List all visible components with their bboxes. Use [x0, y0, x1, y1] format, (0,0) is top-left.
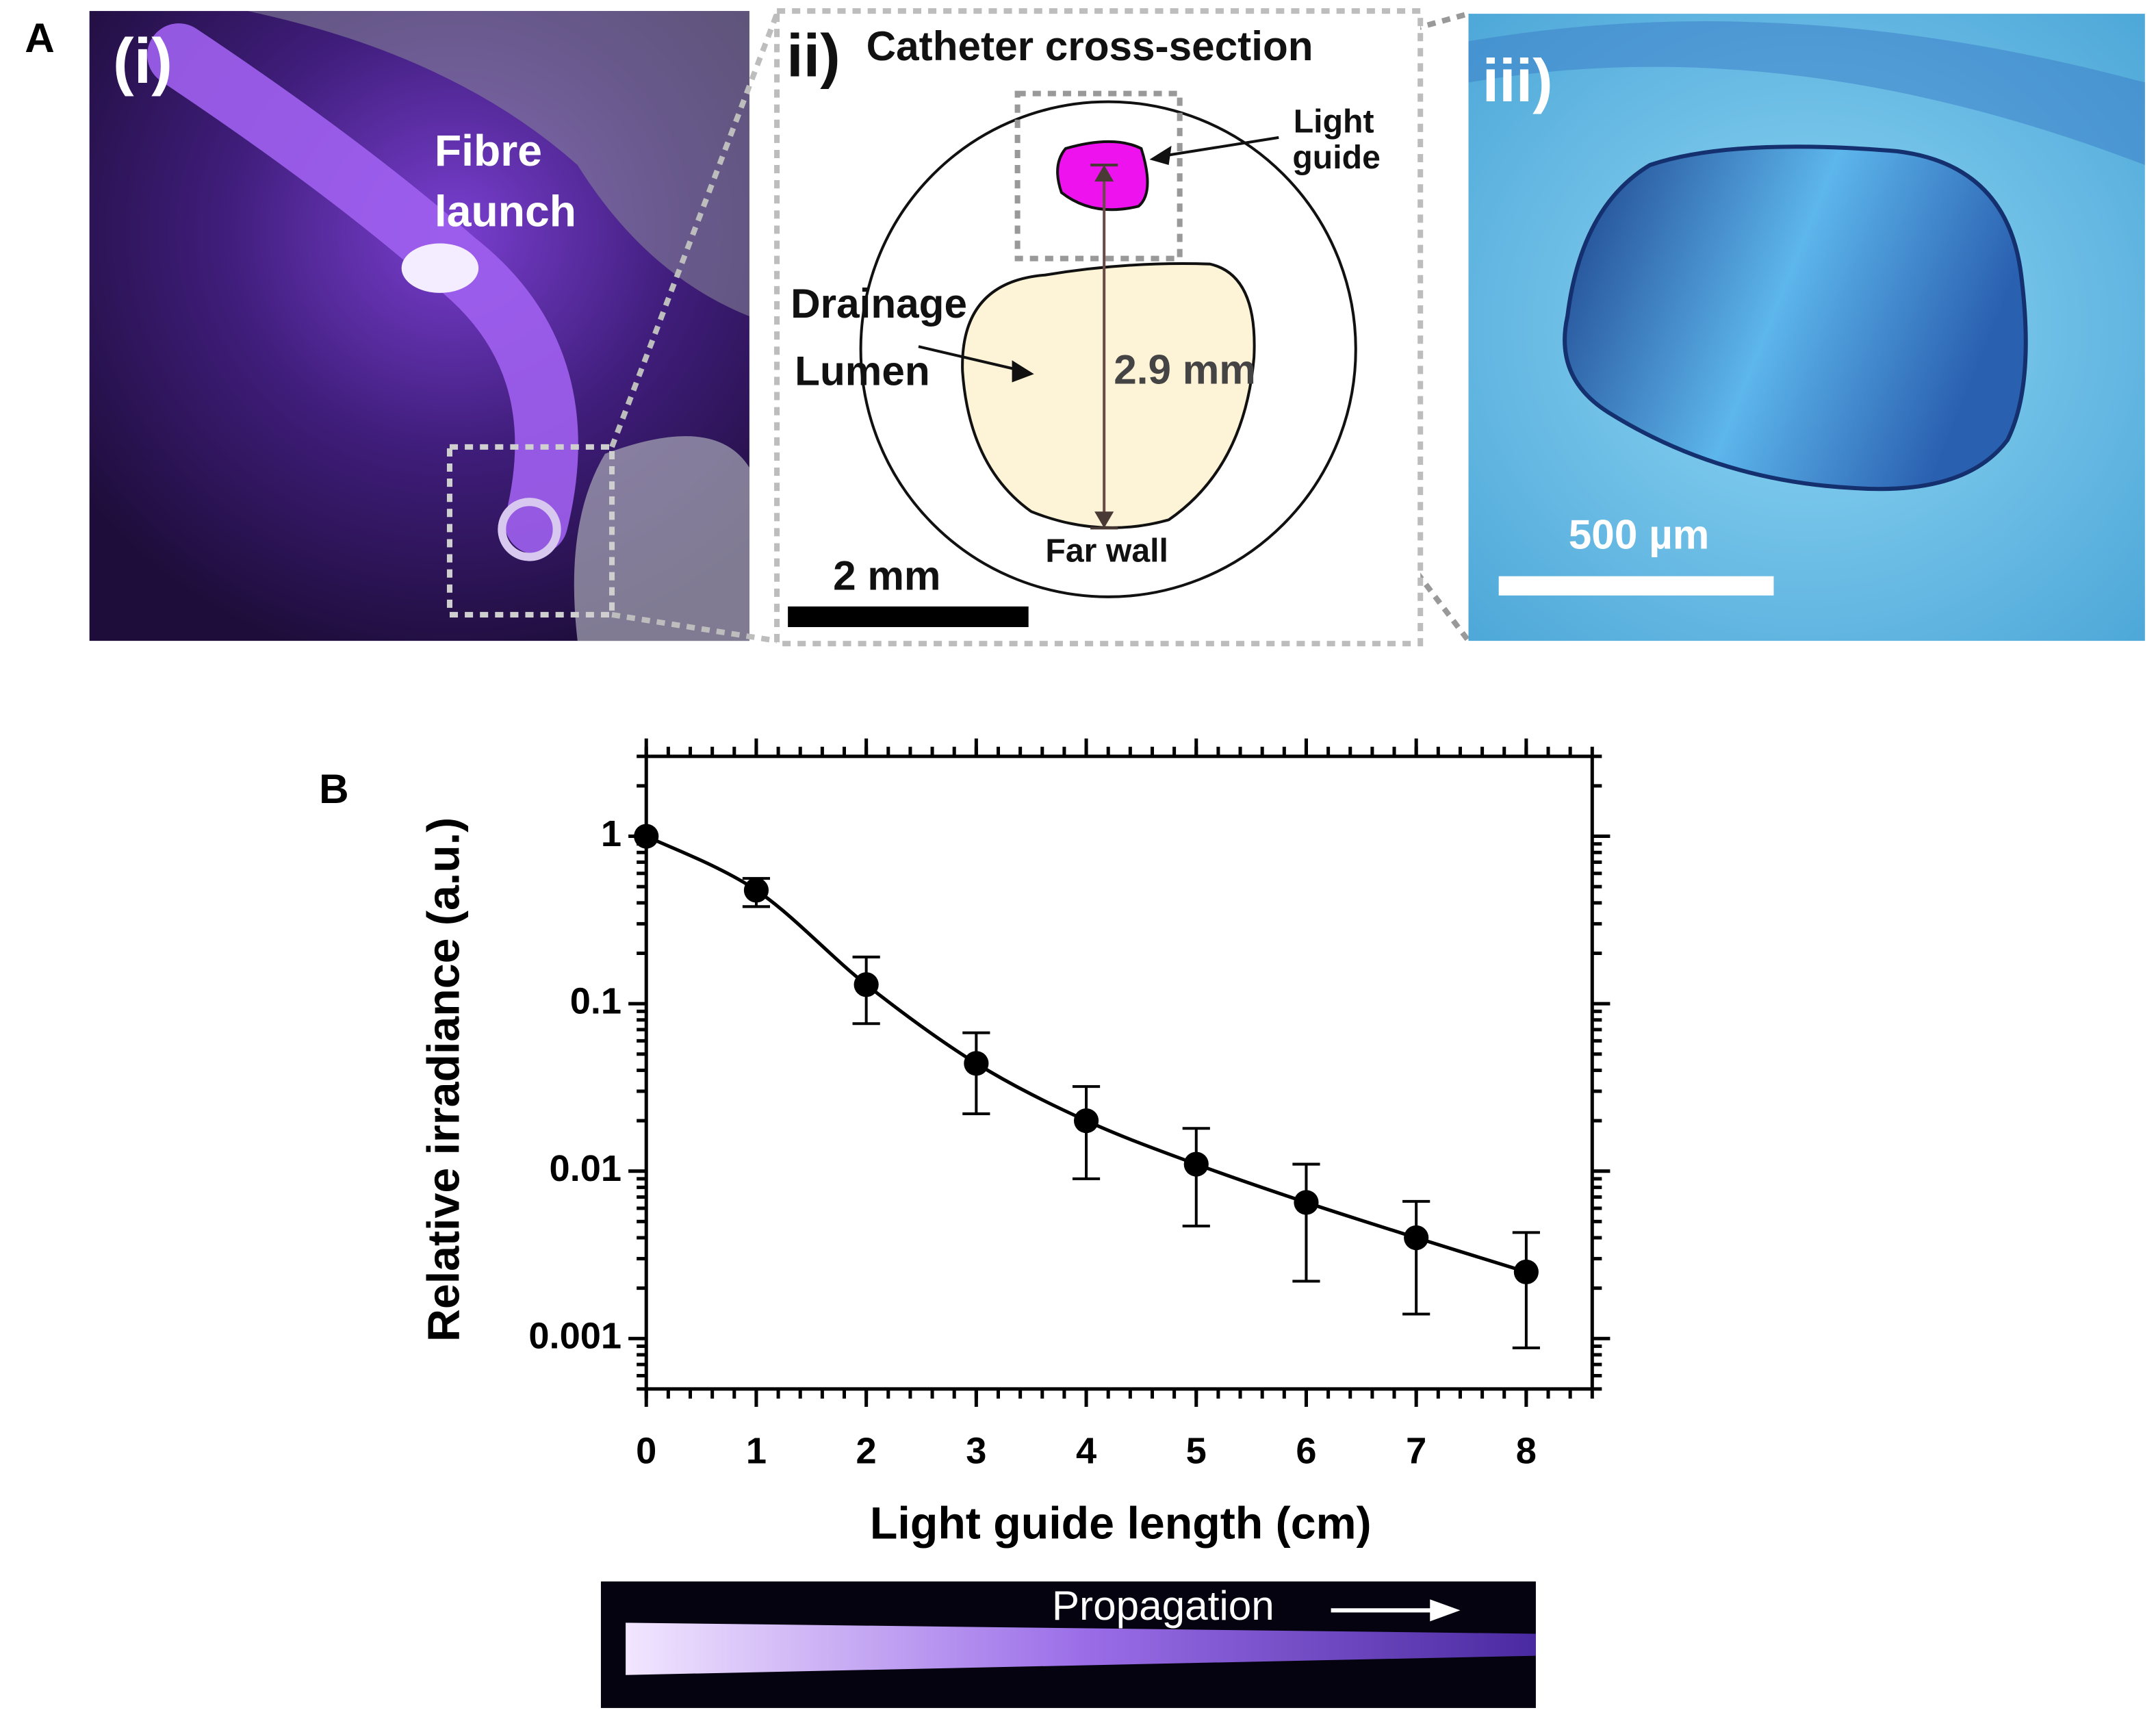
- arrow-head: [1430, 1599, 1461, 1622]
- diagram-ii: ii) Catheter cross-section Light guide D…: [774, 8, 1424, 647]
- x-tick-label: 5: [1186, 1431, 1207, 1472]
- data-point: [634, 824, 659, 849]
- scale-bar-label: 2 mm: [833, 552, 940, 599]
- panel-label: iii): [1483, 47, 1553, 114]
- photo-i: (i) Fibre launch: [89, 11, 749, 641]
- x-tick-label: 3: [966, 1431, 986, 1472]
- annotation: Lumen: [795, 347, 929, 394]
- x-axis-title: Light guide length (cm): [870, 1498, 1372, 1549]
- scale-bar-label: 500 µm: [1569, 511, 1710, 557]
- y-tick-label: 0.001: [528, 1316, 621, 1357]
- y-tick-label: 1: [601, 813, 621, 854]
- data-point: [743, 878, 769, 903]
- annotation: Far wall: [1045, 532, 1168, 569]
- x-tick-label: 0: [636, 1431, 656, 1472]
- pointer-head: [1149, 145, 1172, 166]
- photo-iii: iii) 500 µm: [1468, 14, 2145, 641]
- data-point: [1404, 1225, 1429, 1251]
- zoom-box: [1014, 90, 1183, 262]
- fibre-glow: [401, 243, 479, 293]
- plot-frame: [644, 754, 1594, 1391]
- dimension-label: 2.9 mm: [1114, 346, 1256, 392]
- x-tick-label: 7: [1406, 1431, 1426, 1472]
- annotation: guide: [1292, 139, 1381, 176]
- data-point: [964, 1051, 989, 1076]
- annotation: Light: [1294, 103, 1374, 140]
- x-tick-label: 6: [1296, 1431, 1316, 1472]
- data-point: [1183, 1151, 1209, 1177]
- x-tick-label: 4: [1076, 1431, 1096, 1472]
- catheter-outline: [859, 100, 1357, 598]
- scale-bar: [1498, 576, 1774, 596]
- chart: 0 1 2 3 4 5 6 7 8 0.001 0.01 0.1 1 Light guide length…: [418, 738, 1610, 1549]
- y-axis-title: Relative irradiance (a.u.): [418, 817, 469, 1342]
- diagram-title: Catheter cross-section: [867, 23, 1313, 69]
- glove: [574, 436, 749, 641]
- wall: [1468, 21, 2145, 166]
- x-tick-label: 8: [1516, 1431, 1537, 1472]
- y-tick-label: 0.01: [550, 1148, 622, 1189]
- scale-bar: [788, 606, 1029, 628]
- data-point: [1513, 1259, 1539, 1285]
- data-point: [854, 972, 879, 997]
- pointer-head: [1012, 360, 1034, 383]
- annotation: launch: [435, 186, 576, 235]
- data-point: [1073, 1108, 1099, 1134]
- catheter-end: [498, 498, 561, 561]
- light-guide-glow: [626, 1622, 1536, 1675]
- panel-label: ii): [786, 22, 840, 90]
- data-point: [1294, 1190, 1319, 1215]
- y-tick-label: 0.1: [570, 980, 621, 1021]
- strip-label: Propagation: [1052, 1582, 1274, 1629]
- connector: [611, 611, 778, 644]
- light-guide-section: [1563, 144, 2028, 492]
- connector: [609, 12, 780, 448]
- propagation-photo: Propagation: [600, 1581, 1536, 1708]
- pointer: [1157, 136, 1279, 158]
- drainage-lumen: [961, 262, 1256, 529]
- x-tick-label: 1: [746, 1431, 767, 1472]
- x-tick-label: 2: [856, 1431, 877, 1472]
- fit-line: [645, 835, 1527, 1274]
- annotation: Fibre: [435, 126, 542, 175]
- glove: [247, 11, 749, 317]
- pointer: [918, 345, 1025, 373]
- annotation: Drainage: [791, 280, 967, 327]
- panel-label: A: [25, 14, 55, 61]
- panel-label: B: [319, 765, 349, 812]
- panel-label: (i): [113, 25, 172, 97]
- zoom-box: [446, 444, 615, 617]
